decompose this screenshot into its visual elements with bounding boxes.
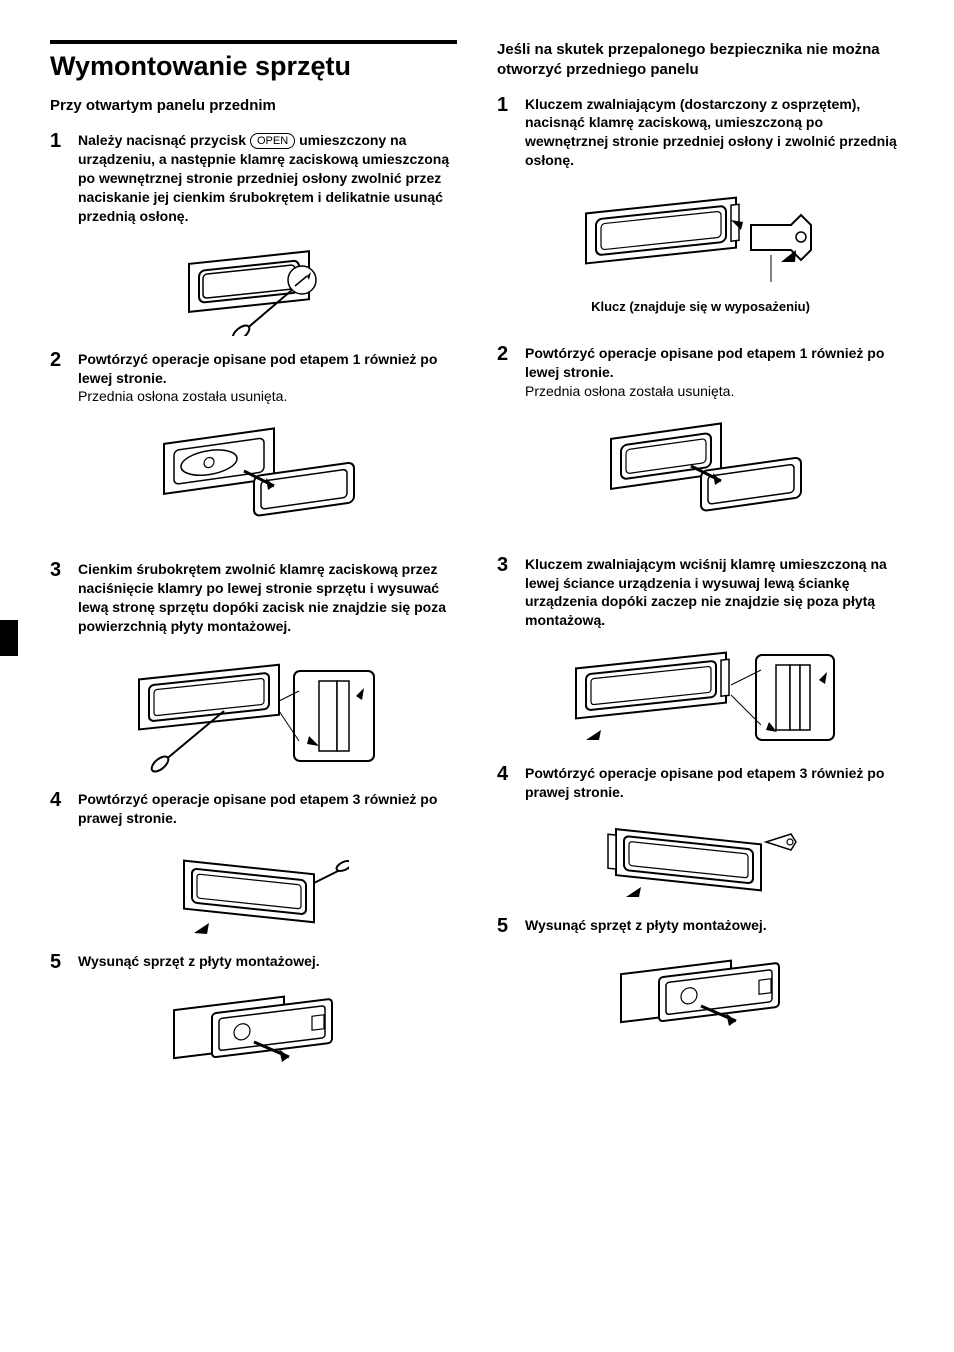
device-screwdriver-icon: [169, 236, 339, 336]
right-column: Jeśli na skutek przepalonego bezpiecznik…: [497, 40, 904, 1096]
left-subtitle: Przy otwartym panelu przednim: [50, 96, 457, 116]
figure-left-4: [50, 838, 457, 938]
step-number: 5: [50, 952, 68, 972]
main-title: Wymontowanie sprzętu: [50, 50, 457, 82]
device-slide-out-icon: [606, 946, 796, 1046]
device-slide-out-icon: [159, 982, 349, 1082]
step-number: 5: [497, 916, 515, 936]
device-right-key-icon: [596, 812, 806, 902]
device-clip-release-icon: [124, 646, 384, 776]
left-step-4: 4 Powtórzyć operacje opisane pod etapem …: [50, 790, 457, 828]
page-edge-tab: [0, 620, 18, 656]
step-note: Przednia osłona została usunięta.: [78, 387, 457, 406]
step-text: Powtórzyć operacje opisane pod etapem 1 …: [78, 350, 457, 388]
step-text: Powtórzyć operacje opisane pod etapem 3 …: [525, 764, 904, 802]
step-text: Cienkim śrubokrętem zwolnić klamrę zacis…: [78, 560, 457, 636]
open-button-badge: OPEN: [250, 133, 295, 149]
step-text: Wysunąć sprzęt z płyty montażowej.: [525, 916, 904, 935]
right-step-5: 5 Wysunąć sprzęt z płyty montażowej.: [497, 916, 904, 936]
device-right-side-icon: [159, 838, 349, 938]
device-separation-icon: [149, 416, 359, 546]
step-number: 1: [497, 95, 515, 171]
device-separation-icon: [596, 411, 806, 541]
step-text: Wysunąć sprzęt z płyty montażowej.: [78, 952, 457, 971]
step-text: Należy nacisnąć przycisk OPEN umieszczon…: [78, 132, 449, 224]
step-text: Kluczem zwalniającym (dostarczony z ospr…: [525, 95, 904, 171]
left-step-1: 1 Należy nacisnąć przycisk OPEN umieszcz…: [50, 131, 457, 226]
right-step-1: 1 Kluczem zwalniającym (dostarczony z os…: [497, 95, 904, 171]
step-number: 2: [497, 344, 515, 401]
device-key-clip-icon: [561, 640, 841, 750]
step-number: 4: [50, 790, 68, 828]
key-caption: Klucz (znajduje się w wyposażeniu): [591, 299, 810, 316]
figure-left-5: [50, 982, 457, 1082]
page-content: Wymontowanie sprzętu Przy otwartym panel…: [50, 40, 904, 1096]
figure-left-2: [50, 416, 457, 546]
left-column: Wymontowanie sprzętu Przy otwartym panel…: [50, 40, 457, 1096]
figure-right-4: [497, 812, 904, 902]
step-text: Kluczem zwalniającym wciśnij klamrę umie…: [525, 555, 904, 631]
right-step-2: 2 Powtórzyć operacje opisane pod etapem …: [497, 344, 904, 401]
step-text: Powtórzyć operacje opisane pod etapem 3 …: [78, 790, 457, 828]
left-step-3: 3 Cienkim śrubokrętem zwolnić klamrę zac…: [50, 560, 457, 636]
step-number: 1: [50, 131, 68, 226]
right-step-3: 3 Kluczem zwalniającym wciśnij klamrę um…: [497, 555, 904, 631]
figure-right-2: [497, 411, 904, 541]
left-step-5: 5 Wysunąć sprzęt z płyty montażowej.: [50, 952, 457, 972]
device-release-key-icon: [571, 180, 831, 295]
step-number: 3: [50, 560, 68, 636]
right-subtitle: Jeśli na skutek przepalonego bezpiecznik…: [497, 40, 904, 81]
step-note: Przednia osłona została usunięta.: [525, 382, 904, 401]
figure-right-1: Klucz (znajduje się w wyposażeniu): [497, 180, 904, 330]
step-number: 2: [50, 350, 68, 407]
figure-left-1: [50, 236, 457, 336]
left-step-2: 2 Powtórzyć operacje opisane pod etapem …: [50, 350, 457, 407]
figure-right-3: [497, 640, 904, 750]
figure-right-5: [497, 946, 904, 1046]
step-number: 4: [497, 764, 515, 802]
step-number: 3: [497, 555, 515, 631]
right-step-4: 4 Powtórzyć operacje opisane pod etapem …: [497, 764, 904, 802]
step-text-part: Należy nacisnąć przycisk: [78, 132, 250, 148]
step-text: Powtórzyć operacje opisane pod etapem 1 …: [525, 344, 904, 382]
title-rule: [50, 40, 457, 44]
figure-left-3: [50, 646, 457, 776]
